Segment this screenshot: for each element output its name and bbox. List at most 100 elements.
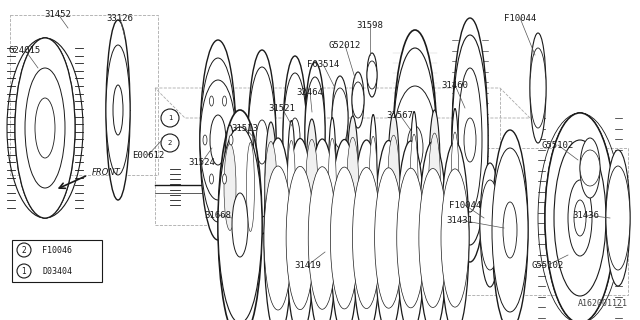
Text: G55102: G55102: [542, 140, 574, 149]
Ellipse shape: [441, 142, 469, 320]
Ellipse shape: [410, 111, 418, 262]
Ellipse shape: [15, 38, 75, 218]
Ellipse shape: [374, 140, 403, 320]
Ellipse shape: [35, 98, 55, 158]
Ellipse shape: [353, 167, 381, 308]
Ellipse shape: [545, 113, 615, 320]
Text: 31460: 31460: [442, 81, 468, 90]
Text: 31598: 31598: [356, 20, 383, 29]
Ellipse shape: [308, 139, 336, 320]
Ellipse shape: [305, 77, 325, 187]
Ellipse shape: [492, 130, 528, 320]
Ellipse shape: [210, 115, 226, 165]
Ellipse shape: [161, 109, 179, 127]
Ellipse shape: [209, 174, 214, 184]
Ellipse shape: [106, 20, 130, 200]
Ellipse shape: [352, 82, 364, 118]
Ellipse shape: [367, 61, 377, 89]
Text: 2: 2: [168, 140, 172, 146]
Ellipse shape: [530, 33, 546, 143]
Ellipse shape: [106, 45, 130, 175]
Text: 31513: 31513: [232, 124, 259, 132]
Ellipse shape: [306, 140, 318, 235]
Ellipse shape: [286, 139, 314, 320]
Ellipse shape: [200, 58, 236, 222]
Ellipse shape: [554, 140, 606, 296]
Ellipse shape: [580, 150, 600, 186]
Ellipse shape: [161, 134, 179, 152]
Ellipse shape: [246, 142, 255, 231]
Ellipse shape: [419, 141, 447, 320]
Text: G52012: G52012: [329, 41, 361, 50]
Ellipse shape: [306, 119, 318, 255]
Text: 2: 2: [22, 245, 26, 254]
Ellipse shape: [451, 132, 459, 242]
Ellipse shape: [545, 113, 615, 320]
Text: 31521: 31521: [269, 103, 296, 113]
Ellipse shape: [451, 108, 459, 266]
Ellipse shape: [229, 135, 233, 145]
Ellipse shape: [223, 174, 227, 184]
Ellipse shape: [256, 120, 268, 164]
Ellipse shape: [15, 38, 75, 218]
Ellipse shape: [407, 126, 423, 170]
Ellipse shape: [419, 169, 447, 308]
Ellipse shape: [308, 167, 336, 309]
Ellipse shape: [369, 115, 377, 260]
Ellipse shape: [332, 88, 348, 148]
Ellipse shape: [580, 138, 600, 198]
Ellipse shape: [328, 138, 336, 236]
Ellipse shape: [480, 180, 500, 270]
Ellipse shape: [283, 56, 307, 220]
Ellipse shape: [290, 118, 300, 158]
Ellipse shape: [224, 144, 236, 230]
Ellipse shape: [492, 148, 528, 312]
Ellipse shape: [568, 180, 592, 256]
Ellipse shape: [388, 135, 399, 239]
Ellipse shape: [530, 48, 546, 128]
Ellipse shape: [209, 96, 214, 106]
Text: G24015: G24015: [9, 45, 41, 54]
Ellipse shape: [248, 50, 276, 234]
Ellipse shape: [265, 122, 277, 252]
Ellipse shape: [200, 40, 236, 240]
Ellipse shape: [369, 136, 377, 238]
Ellipse shape: [25, 68, 65, 188]
Ellipse shape: [429, 133, 440, 241]
Ellipse shape: [330, 140, 358, 320]
Text: E00612: E00612: [132, 150, 164, 159]
Ellipse shape: [441, 169, 469, 307]
Text: 31567: 31567: [387, 110, 413, 119]
Text: 31452: 31452: [45, 10, 72, 19]
Ellipse shape: [397, 141, 425, 320]
Ellipse shape: [287, 140, 296, 234]
Text: 31436: 31436: [573, 211, 600, 220]
Ellipse shape: [246, 124, 255, 251]
Text: 1: 1: [22, 267, 26, 276]
Ellipse shape: [264, 166, 292, 310]
Text: 31668: 31668: [205, 211, 232, 220]
Ellipse shape: [286, 166, 314, 310]
Ellipse shape: [452, 35, 488, 245]
Ellipse shape: [332, 76, 348, 160]
Text: 31431: 31431: [447, 215, 474, 225]
Ellipse shape: [503, 202, 517, 258]
Ellipse shape: [330, 167, 358, 309]
Text: FRONT: FRONT: [92, 167, 121, 177]
Ellipse shape: [218, 127, 262, 320]
Ellipse shape: [393, 30, 437, 266]
Ellipse shape: [203, 135, 207, 145]
Ellipse shape: [393, 48, 437, 248]
Ellipse shape: [283, 73, 307, 203]
Ellipse shape: [328, 117, 336, 257]
Text: D03404: D03404: [42, 267, 72, 276]
Text: A162001121: A162001121: [578, 299, 628, 308]
Ellipse shape: [480, 163, 500, 287]
Text: F10044: F10044: [504, 13, 536, 22]
Text: 32464: 32464: [296, 87, 323, 97]
Text: 31419: 31419: [294, 260, 321, 269]
Ellipse shape: [374, 168, 403, 308]
Ellipse shape: [397, 168, 425, 308]
Ellipse shape: [347, 137, 359, 237]
Ellipse shape: [393, 86, 437, 210]
